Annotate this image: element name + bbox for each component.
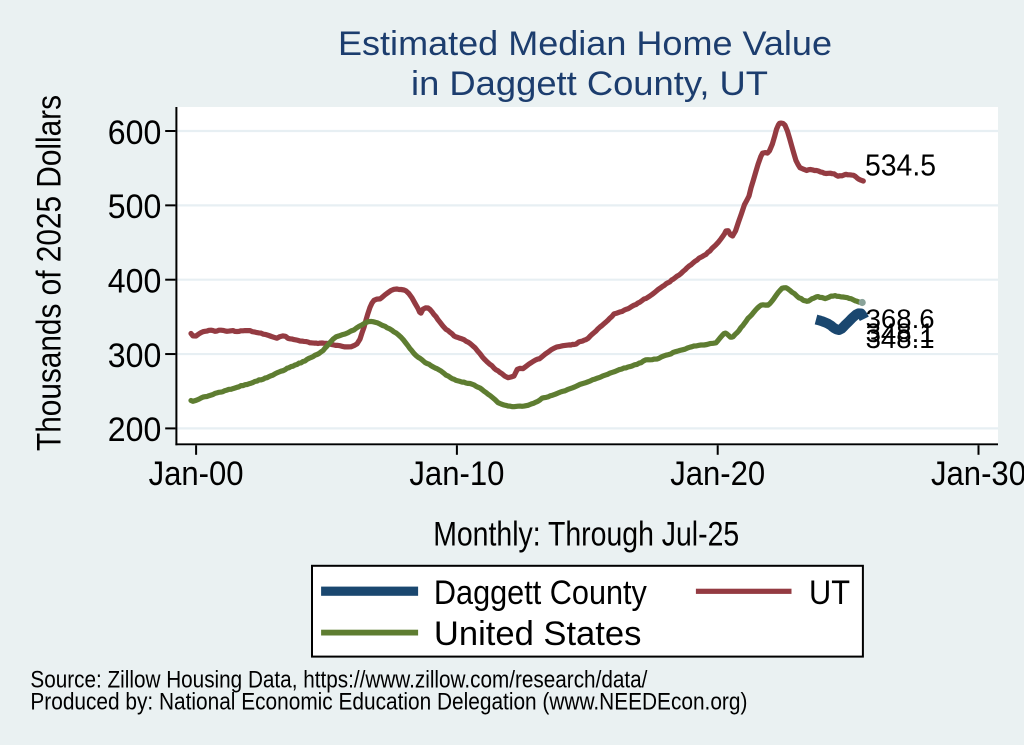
svg-text:Jan-10: Jan-10	[409, 455, 504, 493]
svg-text:Produced by: National Economic: Produced by: National Economic Education…	[30, 689, 747, 716]
svg-text:368.6: 368.6	[866, 304, 935, 334]
svg-text:200: 200	[108, 411, 162, 449]
svg-text:348.1: 348.1	[866, 318, 935, 348]
svg-text:in Daggett County, UT: in Daggett County, UT	[411, 65, 768, 103]
svg-text:Jan-20: Jan-20	[670, 455, 765, 493]
svg-text:300: 300	[108, 337, 162, 375]
svg-text:500: 500	[108, 188, 162, 226]
svg-text:Thousands of 2025 Dollars: Thousands of 2025 Dollars	[31, 95, 69, 451]
svg-text:UT: UT	[809, 574, 850, 612]
svg-text:United States: United States	[434, 615, 642, 653]
svg-text:Jan-30: Jan-30	[931, 455, 1024, 493]
svg-text:Monthly: Through Jul-25: Monthly: Through Jul-25	[433, 515, 739, 553]
svg-text:600: 600	[108, 114, 162, 152]
svg-text:400: 400	[108, 263, 162, 301]
svg-text:Jan-00: Jan-00	[149, 455, 244, 493]
svg-text:Estimated Median Home Value: Estimated Median Home Value	[338, 25, 832, 63]
svg-text:Daggett County: Daggett County	[434, 574, 647, 612]
svg-text:534.5: 534.5	[865, 148, 936, 183]
svg-text:348.1: 348.1	[866, 324, 935, 354]
svg-text:Source: Zillow Housing Data, h: Source: Zillow Housing Data, https://www…	[30, 666, 647, 693]
